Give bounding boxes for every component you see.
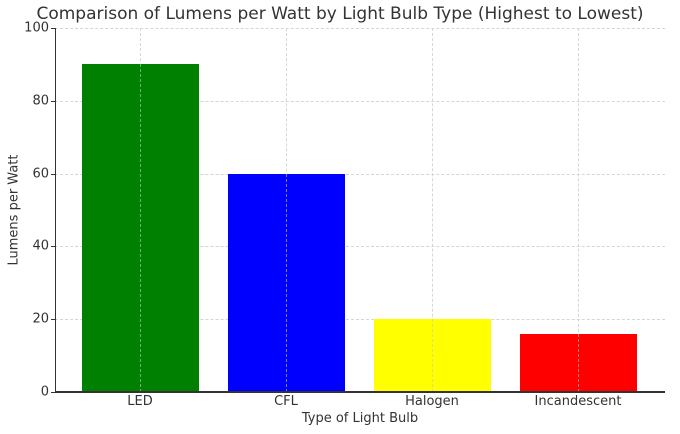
- v-gridline: [578, 28, 579, 392]
- x-tick-label: Incandescent: [534, 394, 622, 409]
- bar-gridline-overlay: [432, 319, 433, 392]
- y-axis-line: [55, 28, 56, 392]
- y-tick-label: 20: [32, 311, 49, 327]
- h-gridline: [55, 28, 665, 29]
- bar-cfl: [227, 173, 345, 392]
- h-gridline: [55, 173, 665, 175]
- y-tick-mark: [51, 100, 55, 102]
- y-tick-mark: [51, 28, 55, 29]
- bar-led: [81, 64, 199, 392]
- bar-incandescent: [519, 333, 637, 392]
- bar-gridline-overlay: [286, 173, 287, 392]
- bar-gridline-overlay: [578, 333, 579, 392]
- x-tick-label: LED: [127, 394, 153, 409]
- plot-area: [55, 28, 665, 392]
- y-tick-label: 0: [40, 384, 49, 400]
- y-tick-label: 80: [32, 93, 49, 109]
- h-gridline: [55, 100, 665, 102]
- x-tick-label: CFL: [274, 394, 298, 409]
- y-tick-mark: [51, 246, 55, 248]
- x-axis-label: Type of Light Bulb: [301, 411, 419, 426]
- y-tick-label: 100: [24, 20, 49, 36]
- h-gridline: [55, 319, 665, 321]
- bar-halogen: [373, 319, 491, 392]
- y-tick-mark: [51, 173, 55, 175]
- bar-gridline-overlay: [140, 64, 141, 392]
- x-axis-line: [55, 391, 665, 393]
- h-gridline: [55, 246, 665, 248]
- y-tick-label: 40: [32, 238, 49, 254]
- y-tick-mark: [51, 392, 55, 393]
- x-tick-label: Halogen: [405, 394, 459, 409]
- v-gridline: [432, 28, 433, 392]
- chart-title: Comparison of Lumens per Watt by Light B…: [36, 4, 644, 24]
- y-tick-mark: [51, 319, 55, 321]
- y-tick-label: 60: [32, 166, 49, 182]
